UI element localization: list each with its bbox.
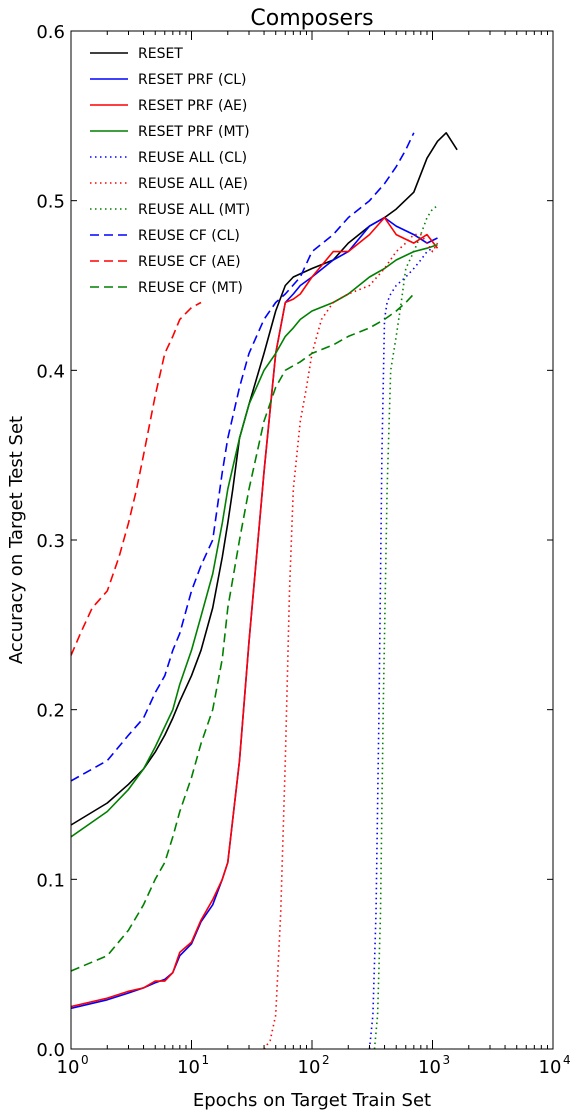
x-tick-exponent: 4 [563,1053,571,1067]
x-tick-label: 10 [418,1057,441,1078]
legend-label-reuse-cf-ae: REUSE CF (AE) [138,254,241,270]
x-tick-label: 10 [57,1057,80,1078]
y-tick-label: 0.0 [36,1040,65,1061]
x-tick-exponent: 0 [81,1053,89,1067]
y-tick-label: 0.2 [36,701,65,722]
ticks-layer: 0.00.10.20.30.40.50.610 0 10 1 10 2 10 3 10 4 [36,22,570,1078]
y-tick-label: 0.3 [36,531,65,552]
legend-label-reset: RESET [138,46,183,62]
y-tick-label: 0.5 [36,192,65,213]
legend-label-reuse-all-mt: REUSE ALL (MT) [138,202,250,218]
x-tick-exponent: 1 [202,1053,210,1067]
y-tick-label: 0.1 [36,870,65,891]
x-tick-label: 10 [177,1057,200,1078]
series-line-reuse-all-cl [368,247,433,1049]
series-line-reset-prf-ae [71,216,439,1008]
x-tick-label: 10 [298,1057,321,1078]
series-line-reset-prf-mt [71,244,438,838]
legend-label-reuse-all-cl: REUSE ALL (CL) [138,150,247,166]
legend-label-reuse-cf-cl: REUSE CF (CL) [138,228,240,244]
legend-label-reuse-cf-mt: REUSE CF (MT) [138,280,243,296]
chart-title: Composers [250,6,373,31]
x-tick-exponent: 3 [443,1053,451,1067]
legend-label-reset-prf-mt: RESET PRF (MT) [138,124,250,140]
x-axis-label: Epochs on Target Train Set [193,1090,431,1111]
series-line-reuse-cf-mt [71,293,415,972]
series-line-reuse-cf-ae [71,301,202,656]
x-tick-label: 10 [539,1057,562,1078]
legend: RESET RESET PRF (CL) RESET PRF (AE) RESET P… [90,46,250,296]
plot-frame [70,30,554,1050]
y-tick-label: 0.6 [36,22,65,43]
series-line-reuse-all-mt [373,205,438,1049]
y-tick-label: 0.4 [36,361,65,382]
x-tick-exponent: 2 [322,1053,330,1067]
y-axis-label: Accuracy on Target Test Set [6,416,27,664]
legend-label-reset-prf-ae: RESET PRF (AE) [138,98,247,114]
series-line-reuse-cf-cl [71,132,415,782]
series-line-reuse-all-ae [263,233,439,1049]
legend-label-reuse-all-ae: REUSE ALL (AE) [138,176,248,192]
series-layer [71,132,458,1049]
legend-label-reset-prf-cl: RESET PRF (CL) [138,72,246,88]
